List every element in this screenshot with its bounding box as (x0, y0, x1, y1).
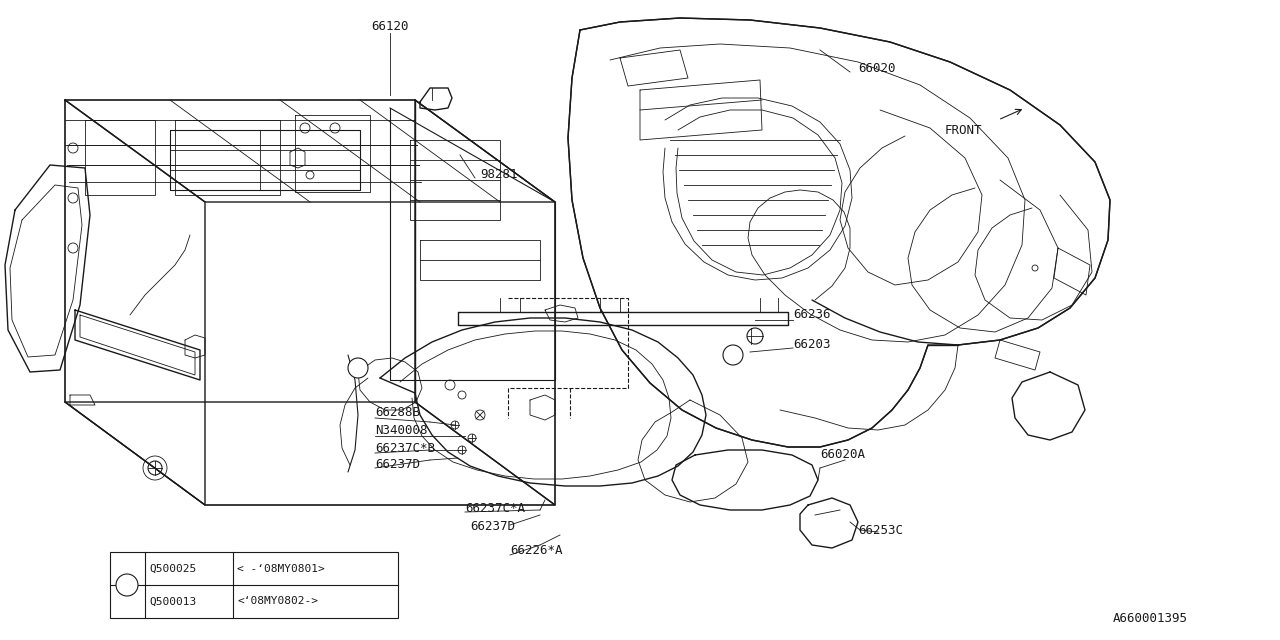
Text: 66120: 66120 (371, 19, 408, 33)
Text: 66237D: 66237D (470, 520, 515, 532)
Text: 66020: 66020 (858, 61, 896, 74)
Text: 98281: 98281 (480, 168, 517, 182)
Text: <‘08MY0802->: <‘08MY0802-> (237, 596, 317, 607)
Text: 66237D: 66237D (375, 458, 420, 470)
Text: A660001395: A660001395 (1112, 611, 1188, 625)
Bar (110, 552, 398, 618)
Text: Q500013: Q500013 (148, 596, 196, 607)
Circle shape (348, 358, 369, 378)
Text: 1: 1 (730, 350, 736, 360)
Text: 66236: 66236 (794, 308, 831, 321)
Circle shape (116, 574, 138, 596)
Text: 66253C: 66253C (858, 524, 902, 536)
Text: 1: 1 (124, 580, 131, 590)
Circle shape (723, 345, 742, 365)
Text: 66237C*A: 66237C*A (465, 502, 525, 515)
Text: 66203: 66203 (794, 339, 831, 351)
Text: 66020A: 66020A (820, 449, 865, 461)
Text: 66226*A: 66226*A (509, 543, 562, 557)
Text: 1: 1 (355, 363, 361, 373)
Text: 66288B: 66288B (375, 406, 420, 419)
Text: N340008: N340008 (375, 424, 428, 436)
Text: 66237C*B: 66237C*B (375, 442, 435, 454)
Text: FRONT: FRONT (945, 124, 983, 136)
Text: Q500025: Q500025 (148, 563, 196, 573)
Text: < -‘08MY0801>: < -‘08MY0801> (237, 563, 325, 573)
